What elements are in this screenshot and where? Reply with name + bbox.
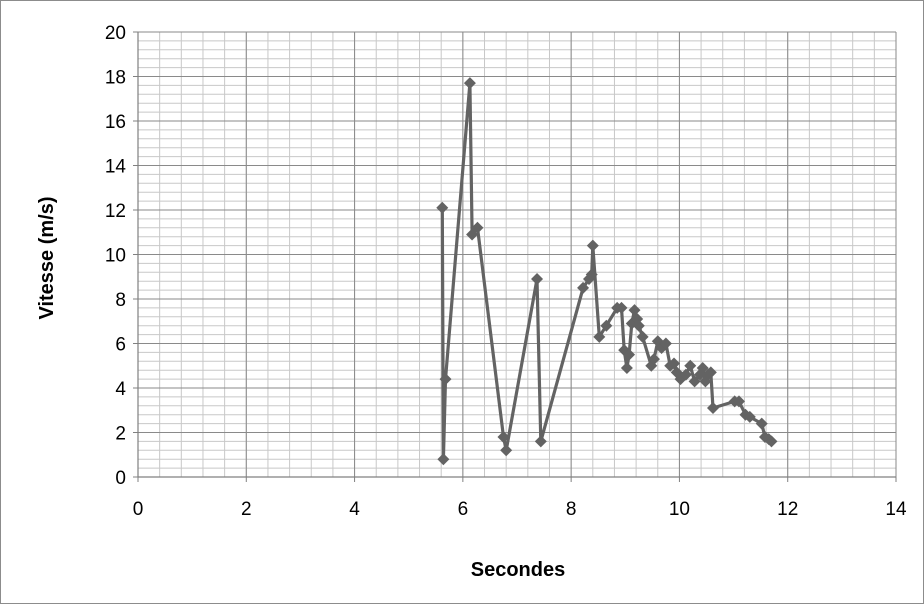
data-point-marker xyxy=(471,221,484,234)
data-point-marker xyxy=(684,359,697,372)
data-point-marker xyxy=(647,353,660,366)
data-point-marker xyxy=(679,368,692,381)
y-tick-label: 18 xyxy=(105,68,126,89)
y-tick-label: 8 xyxy=(115,290,126,311)
data-point-marker xyxy=(497,430,510,443)
data-point-marker xyxy=(696,361,709,374)
series-line xyxy=(440,81,773,461)
data-point-marker xyxy=(688,375,701,388)
y-tick-label: 12 xyxy=(105,201,126,222)
data-series xyxy=(436,77,778,466)
data-point-marker xyxy=(577,281,590,294)
y-tick-label: 16 xyxy=(105,112,126,133)
tick-labels: 0 2 4 6 8 10 12 14 0 2 4 6 8 10 12 14 16 18 20 xyxy=(105,23,907,520)
data-point-marker xyxy=(765,435,778,448)
data-point-marker xyxy=(706,402,719,415)
x-tick-label: 4 xyxy=(349,499,360,520)
y-tick-label: 4 xyxy=(115,379,126,400)
data-point-marker xyxy=(586,239,599,252)
data-point-marker xyxy=(659,337,672,350)
data-point-marker xyxy=(755,417,768,430)
y-tick-label: 2 xyxy=(115,424,126,445)
data-point-marker xyxy=(531,272,544,285)
y-tick-label: 20 xyxy=(105,23,126,44)
x-tick-label: 12 xyxy=(777,499,798,520)
x-tick-label: 8 xyxy=(566,499,577,520)
data-point-marker xyxy=(636,330,649,343)
x-axis-title: Secondes xyxy=(471,559,565,581)
y-tick-label: 14 xyxy=(105,157,127,178)
data-point-marker xyxy=(466,228,479,241)
data-point-marker xyxy=(500,444,513,457)
major-gridlines xyxy=(137,31,897,478)
axes xyxy=(133,31,897,482)
data-point-marker xyxy=(534,435,547,448)
data-point-marker xyxy=(743,410,756,423)
data-point-marker xyxy=(436,201,449,214)
data-point-marker xyxy=(600,319,613,332)
x-tick-label: 14 xyxy=(885,499,907,520)
data-point-marker xyxy=(585,268,598,281)
data-point-marker xyxy=(632,319,645,332)
y-tick-label: 10 xyxy=(105,246,126,267)
x-tick-label: 6 xyxy=(458,499,469,520)
x-tick-label: 10 xyxy=(669,499,690,520)
data-point-marker xyxy=(437,453,450,466)
data-point-marker xyxy=(620,361,633,374)
data-point-marker xyxy=(623,348,636,361)
y-axis-title: Vitesse (m/s) xyxy=(36,196,58,319)
data-point-marker xyxy=(463,77,476,90)
y-tick-label: 0 xyxy=(115,468,126,489)
data-point-marker xyxy=(628,304,641,317)
data-point-marker xyxy=(732,395,745,408)
x-tick-label: 0 xyxy=(133,499,144,520)
y-tick-label: 6 xyxy=(115,335,126,356)
data-point-marker xyxy=(615,301,628,314)
data-point-marker xyxy=(704,366,717,379)
data-point-marker xyxy=(668,357,681,370)
x-tick-label: 2 xyxy=(241,499,252,520)
data-point-marker xyxy=(593,330,606,343)
data-point-marker xyxy=(439,373,452,386)
